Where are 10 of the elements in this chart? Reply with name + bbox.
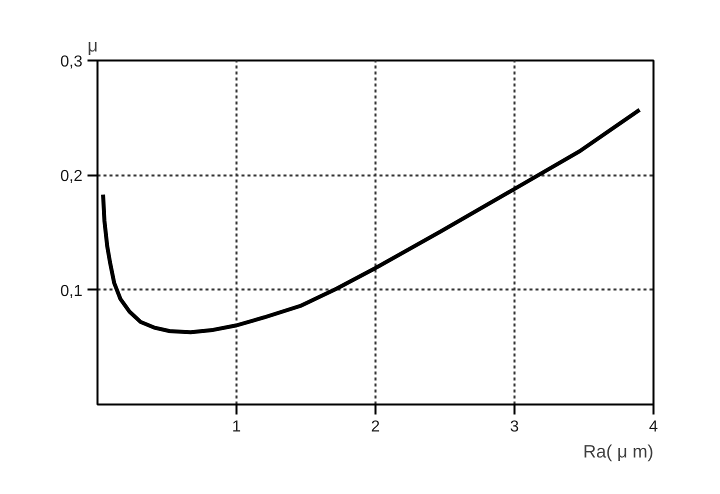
x-axis-title: Ra( μ m) bbox=[583, 442, 654, 462]
x-tick-label: 1 bbox=[232, 418, 242, 436]
y-tick-label: 0,1 bbox=[60, 282, 83, 300]
x-tick-label: 3 bbox=[510, 418, 520, 436]
y-axis-title: μ bbox=[88, 36, 98, 56]
y-tick-label: 0,3 bbox=[60, 54, 83, 70]
x-tick-label: 4 bbox=[649, 418, 658, 436]
line-series bbox=[101, 108, 642, 334]
y-tick-label: 0,2 bbox=[60, 168, 83, 186]
x-tick-label: 2 bbox=[371, 418, 380, 436]
